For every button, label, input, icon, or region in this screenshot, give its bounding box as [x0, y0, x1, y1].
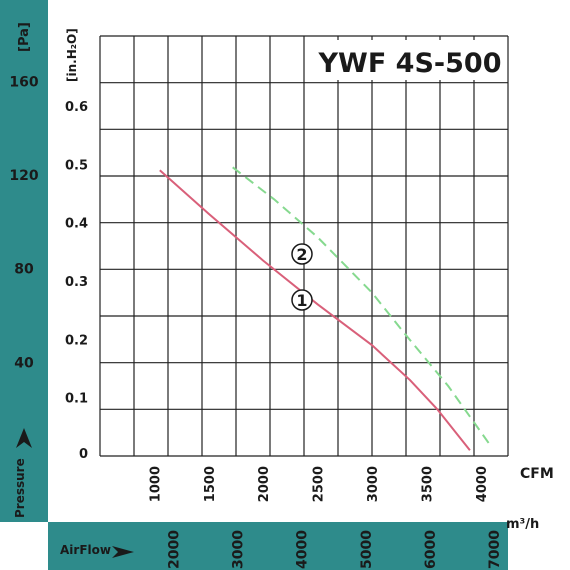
- x-tick-m3h: 3000: [231, 530, 247, 569]
- pressure-label: Pressure: [13, 458, 27, 518]
- airflow-label: AirFlow: [60, 543, 111, 557]
- y-unit-pa: [Pa]: [17, 22, 32, 52]
- y-tick-pa: 80: [14, 262, 34, 278]
- curve-2: [232, 166, 493, 448]
- x-tick-cfm: 3000: [366, 466, 381, 502]
- y-tick-inh2o: 0.2: [65, 333, 88, 348]
- x-tick-cfm: 2000: [257, 466, 272, 502]
- x-tick-cfm: 1500: [203, 466, 218, 502]
- y-tick-inh2o: 0.5: [65, 158, 88, 173]
- y-tick-inh2o: 0.6: [65, 100, 88, 115]
- chart-title: YWF 4S-500: [318, 48, 502, 79]
- curve-marker-label: 2: [296, 245, 307, 264]
- y-tick-inh2o: 0.1: [65, 392, 88, 407]
- airflow-band: [48, 522, 508, 570]
- curve-marker-circle: [291, 289, 313, 311]
- y-tick-inh2o: 0.3: [65, 275, 88, 290]
- airflow-arrow-icon: [112, 546, 134, 558]
- y-tick-pa: 160: [9, 74, 38, 90]
- x-tick-m3h: 4000: [295, 530, 311, 569]
- curve-marker-label: 1: [296, 291, 307, 310]
- x-tick-cfm: 4000: [475, 466, 490, 502]
- y-unit-inh2o: [in.H₂O]: [65, 28, 79, 82]
- x-tick-cfm: 1000: [148, 466, 163, 502]
- x-tick-cfm: 2500: [312, 466, 327, 502]
- x-unit-m3h: m³/h: [506, 517, 539, 532]
- x-tick-m3h: 7000: [487, 530, 503, 569]
- curve-marker-circle: [291, 243, 313, 265]
- x-unit-cfm: CFM: [520, 466, 554, 482]
- x-tick-m3h: 5000: [359, 530, 375, 569]
- y-tick-inh2o: 0.4: [65, 217, 88, 232]
- title-box: [318, 40, 502, 80]
- pressure-arrow-icon: [16, 428, 32, 448]
- x-tick-cfm: 3500: [420, 466, 435, 502]
- x-tick-m3h: 2000: [167, 530, 183, 569]
- curve-1: [159, 169, 471, 451]
- x-tick-m3h: 6000: [423, 530, 439, 569]
- y-tick-inh2o: 0: [79, 447, 88, 462]
- y-tick-pa: 40: [14, 355, 34, 371]
- y-tick-pa: 120: [9, 168, 38, 184]
